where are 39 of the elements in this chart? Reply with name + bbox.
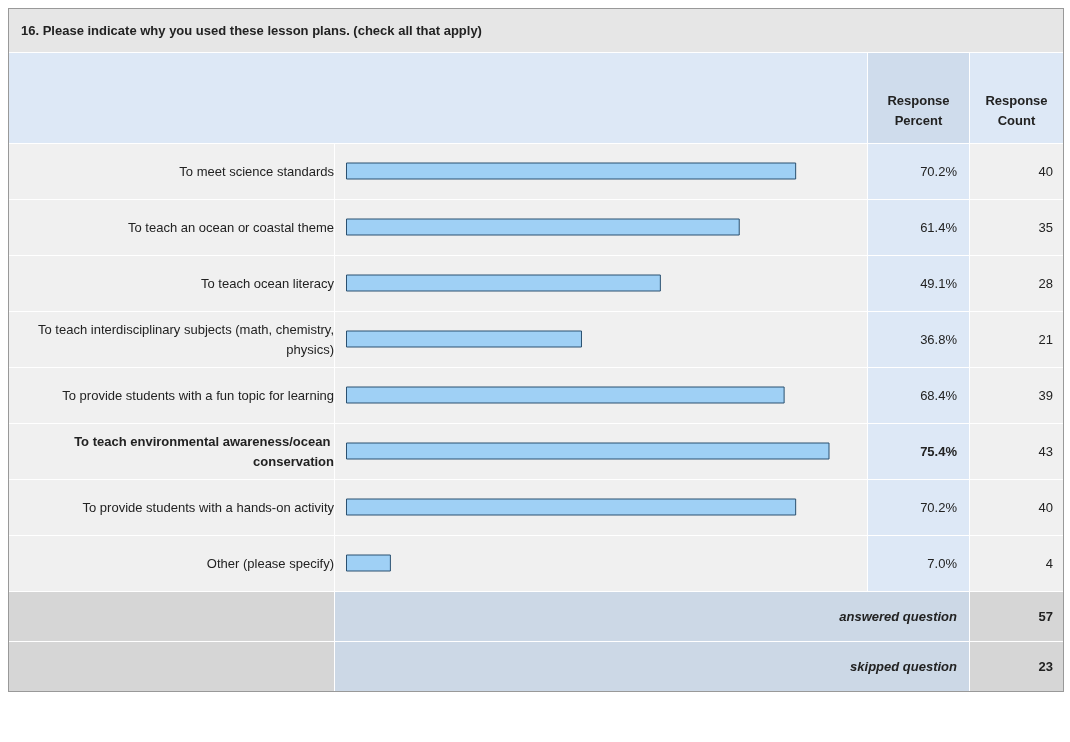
y-tick-label: To teach ocean literacy <box>201 275 335 291</box>
text: 28 <box>969 255 1063 311</box>
bar <box>346 218 740 236</box>
bar <box>346 330 582 348</box>
y-tick-label: To teach interdisciplinary subjects (math, chemistry, physics) <box>38 321 334 357</box>
text: 40 <box>969 143 1063 199</box>
bar <box>346 386 785 404</box>
bar <box>346 442 830 460</box>
y-tick-label: To teach an ocean or coastal theme <box>128 219 334 235</box>
data-label: 61.4% <box>867 199 969 255</box>
text: 40 <box>969 479 1063 535</box>
text: 21 <box>969 311 1063 367</box>
text: 43 <box>969 423 1063 479</box>
chart-title: 16. Please indicate why you used these lesson plans. (check all that apply) <box>9 9 1063 53</box>
y-tick-label: To teach environmental awareness/ocean conservation <box>74 433 335 469</box>
data-label: 49.1% <box>867 255 969 311</box>
text: answered question <box>334 591 969 641</box>
bar <box>346 498 797 516</box>
text: 4 <box>969 535 1063 591</box>
data-label: 70.2% <box>867 143 969 199</box>
bar <box>346 554 391 572</box>
data-label: 7.0% <box>867 535 969 591</box>
y-tick-label: To meet science standards <box>179 163 335 179</box>
data-label: 75.4% <box>867 423 969 479</box>
bar <box>346 274 661 292</box>
data-label: 70.2% <box>867 479 969 535</box>
text: Response Percent <box>867 53 969 143</box>
y-tick-label: To provide students with a hands-on activity <box>82 499 335 515</box>
text: 39 <box>969 367 1063 423</box>
text: 23 <box>969 641 1063 691</box>
text: Response Count <box>969 53 1063 143</box>
data-label: 68.4% <box>867 367 969 423</box>
y-tick-label: To provide students with a fun topic for learning <box>62 387 334 403</box>
bar <box>346 162 797 180</box>
data-label: 36.8% <box>867 311 969 367</box>
text: 35 <box>969 199 1063 255</box>
y-tick-label: Other (please specify) <box>206 555 334 571</box>
text: skipped question <box>334 641 969 691</box>
text: 57 <box>969 591 1063 641</box>
